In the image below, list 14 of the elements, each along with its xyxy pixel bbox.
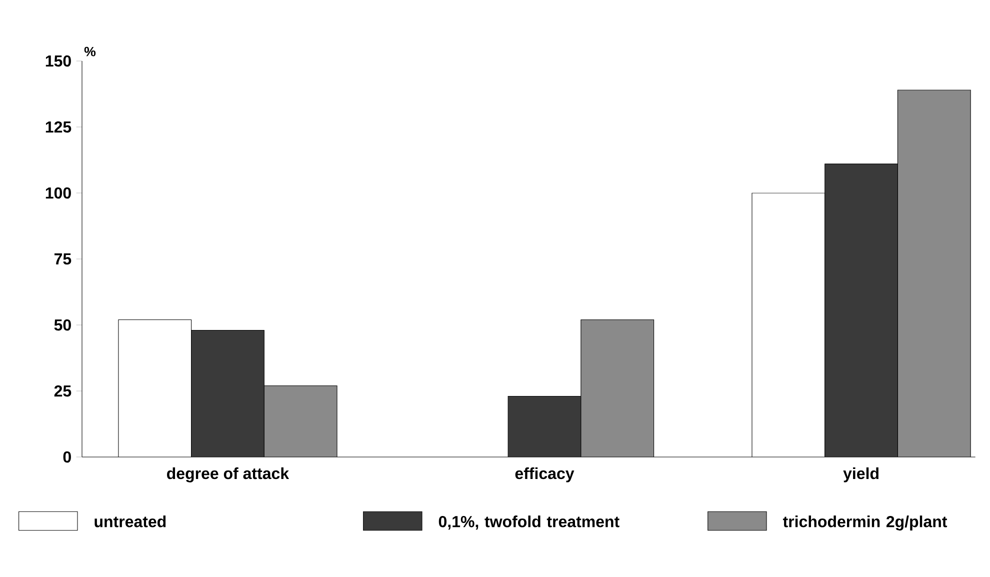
x-tick-label: yield (843, 467, 878, 482)
legend-label: untreated (94, 516, 166, 528)
y-axis-title: % (84, 46, 96, 56)
y-tick-label: 50 (54, 319, 71, 331)
y-tick-label: 150 (46, 55, 71, 67)
y-tick-label: 100 (46, 187, 71, 199)
y-tick-label: 75 (54, 253, 72, 265)
y-tick-label: 125 (46, 121, 72, 133)
x-tick-label: efficacy (515, 467, 574, 482)
y-tick-label: 25 (54, 385, 72, 397)
x-tick-label: degree of attack (167, 467, 290, 482)
legend-label: trichodermin 2g/plant (782, 516, 948, 531)
legend-label: 0,1%, twofold treatment (438, 516, 620, 530)
y-tick-label: 0 (63, 451, 71, 463)
